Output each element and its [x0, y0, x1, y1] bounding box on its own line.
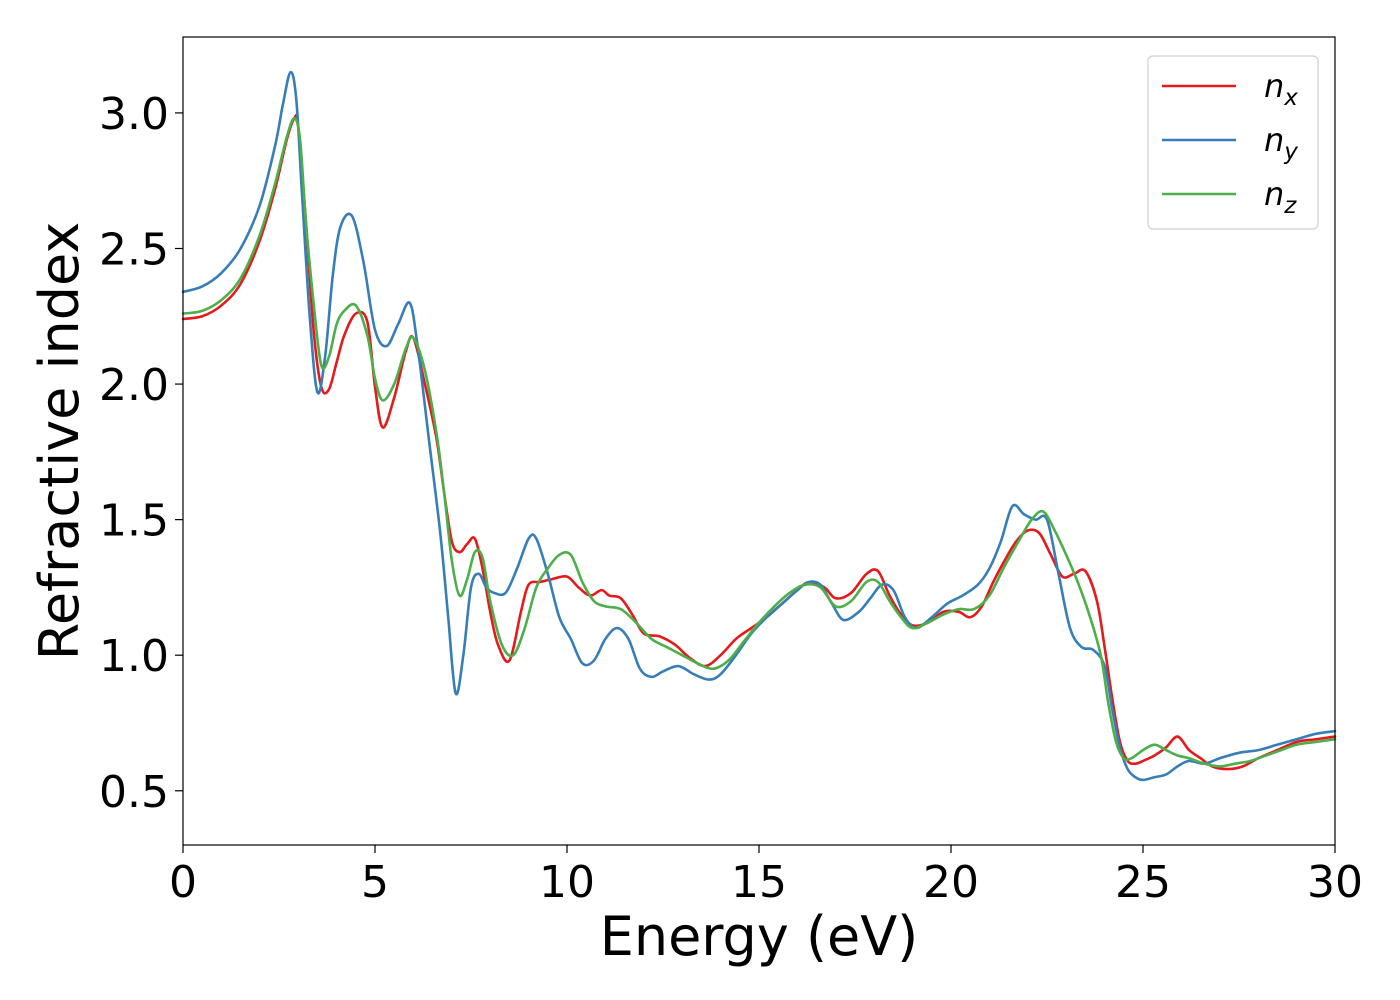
x-tick-label: 30 — [1307, 857, 1363, 908]
y-tick-label: 1.5 — [99, 496, 169, 547]
y-tick-label: 0.5 — [99, 767, 169, 818]
y-tick-label: 1.0 — [99, 631, 169, 682]
x-tick-label: 20 — [923, 857, 979, 908]
legend-label-x: nx — [1264, 67, 1298, 111]
legend-label-z: nz — [1264, 175, 1297, 219]
x-axis-label: Energy (eV) — [600, 905, 919, 968]
x-tick-label: 10 — [539, 857, 595, 908]
y-axis-ticks: 0.5 1.0 1.5 2.0 2.5 3.0 — [99, 89, 183, 818]
legend-label-y: ny — [1264, 121, 1298, 165]
x-tick-label: 0 — [169, 857, 197, 908]
x-tick-label: 5 — [361, 857, 389, 908]
x-tick-label: 25 — [1115, 857, 1171, 908]
y-tick-label: 3.0 — [99, 89, 169, 140]
legend-box — [1147, 55, 1319, 230]
x-axis-ticks: 0 5 10 15 20 25 30 — [169, 845, 1363, 908]
y-axis-label: Refractive index — [28, 222, 91, 661]
legend: nx ny nz — [1147, 55, 1319, 230]
y-tick-label: 2.0 — [99, 360, 169, 411]
y-tick-label: 2.5 — [99, 224, 169, 275]
series-line-z — [181, 117, 1337, 768]
series-line-y — [181, 70, 1337, 782]
x-tick-label: 15 — [731, 857, 787, 908]
plot-lines — [181, 70, 1337, 782]
